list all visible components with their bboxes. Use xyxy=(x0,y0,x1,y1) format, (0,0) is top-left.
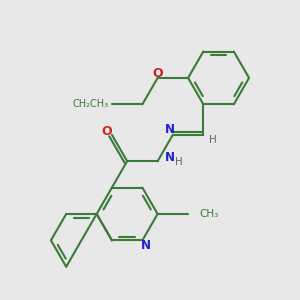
Text: H: H xyxy=(209,135,217,145)
Text: CH₃: CH₃ xyxy=(199,209,218,219)
Text: O: O xyxy=(102,125,112,138)
Text: N: N xyxy=(165,151,175,164)
Text: H: H xyxy=(175,157,182,167)
Text: N: N xyxy=(165,123,175,136)
Text: O: O xyxy=(152,67,163,80)
Text: CH₂CH₃: CH₂CH₃ xyxy=(73,99,109,109)
Text: N: N xyxy=(140,239,150,252)
